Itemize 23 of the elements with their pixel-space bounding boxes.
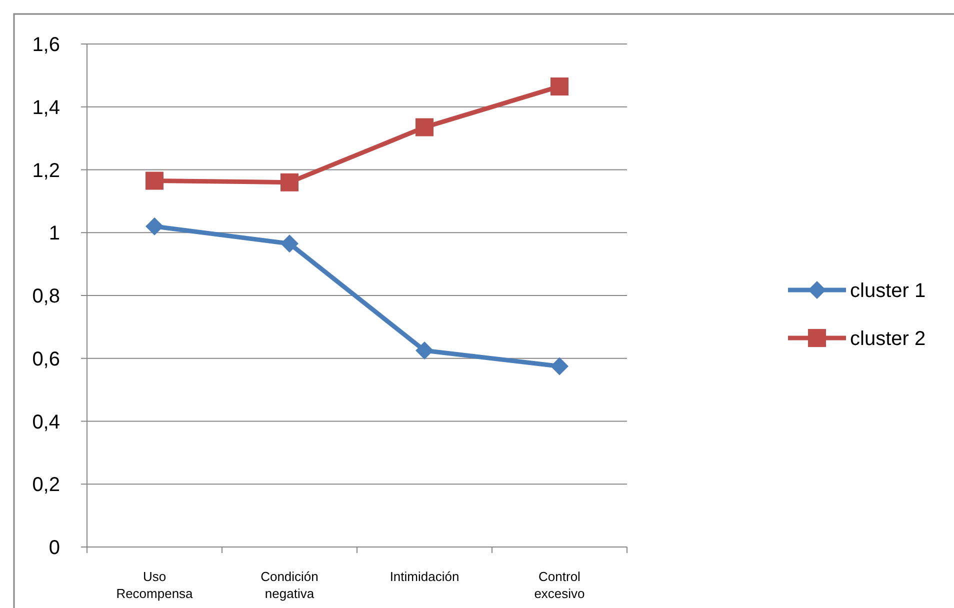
- y-tick-label: 0: [48, 537, 60, 559]
- y-tick-label: 0,2: [32, 474, 60, 496]
- point: [416, 342, 434, 360]
- point: [550, 357, 568, 376]
- y-tick-label: 0,8: [32, 286, 60, 308]
- y-tick-label: 0,6: [32, 348, 60, 370]
- legend-label: cluster 1: [850, 280, 926, 302]
- x-tick-label: Condición negativa: [260, 569, 318, 601]
- y-tick-label: 0,4: [32, 411, 60, 434]
- point: [280, 234, 298, 253]
- point: [280, 173, 298, 192]
- y-tick-label: 1,4: [32, 96, 60, 119]
- legend-label: cluster 2: [850, 328, 926, 350]
- y-tick-label: 1,6: [32, 34, 60, 56]
- point: [146, 217, 164, 236]
- point: [550, 77, 568, 96]
- x-tick-label: Control excesivo: [534, 569, 585, 601]
- x-tick-label: Uso Recompensa: [116, 569, 194, 601]
- y-tick-label: 1: [48, 222, 60, 245]
- point: [146, 172, 164, 190]
- x-tick-label: Intimidación: [390, 569, 460, 584]
- point: [416, 118, 434, 136]
- y-tick-label: 1,2: [32, 160, 60, 182]
